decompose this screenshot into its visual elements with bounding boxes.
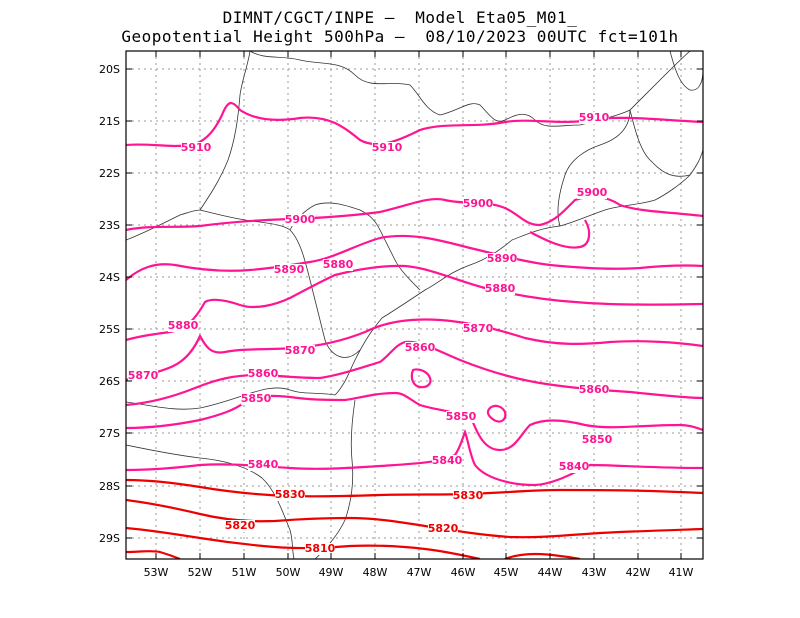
- contour-label-bg: [463, 198, 493, 210]
- lon-label: 41W: [669, 566, 694, 579]
- contour-label: 5860: [579, 383, 610, 396]
- lat-label: 21S: [99, 115, 120, 128]
- contour-lines: [126, 102, 703, 559]
- contour-label-bg: [577, 187, 607, 199]
- contour-label-bg: [128, 370, 158, 382]
- contour-label: 5830: [453, 489, 484, 502]
- contour-label-bg: [275, 489, 305, 501]
- contour-label-bg: [168, 320, 198, 332]
- contour-label: 5820: [225, 519, 256, 532]
- contour-label-bg: [274, 264, 304, 276]
- lon-label: 42W: [626, 566, 651, 579]
- contour-label-bg: [248, 459, 278, 471]
- contour-label: 5850: [446, 410, 477, 423]
- contour-label: 5840: [559, 460, 590, 473]
- contour-label: 5900: [285, 213, 316, 226]
- contour-label-bg: [487, 253, 517, 265]
- contour-label: 5890: [487, 252, 518, 265]
- contour-label: 5820: [428, 522, 459, 535]
- contour-label-bg: [582, 434, 612, 446]
- lon-label: 52W: [188, 566, 213, 579]
- map-title-line-2: Geopotential Height 500hPa – 08/10/2023 …: [121, 27, 679, 46]
- lat-label: 29S: [99, 532, 120, 545]
- longitude-labels: 53W 52W 51W 50W 49W 48W 47W 46W 45W 44W 43W 42W 41W: [144, 566, 694, 579]
- contour-label: 5840: [432, 454, 463, 467]
- lon-label: 44W: [538, 566, 563, 579]
- contour-label-bg: [432, 455, 462, 467]
- lat-label: 26S: [99, 375, 120, 388]
- lat-label: 20S: [99, 63, 120, 76]
- lat-label: 28S: [99, 480, 120, 493]
- contour-label: 5840: [248, 458, 279, 471]
- contour-labels: 5910 5910 5910 5900 5900 5900 5890 5890 5880 5880…: [128, 111, 613, 555]
- contour-label: 5810: [305, 542, 336, 555]
- contour-label: 5850: [241, 392, 272, 405]
- contour-label-bg: [285, 345, 315, 357]
- contour-label: 5870: [463, 322, 494, 335]
- contour-label: 5830: [275, 488, 306, 501]
- contour-label-bg: [372, 142, 402, 154]
- contour-label-bg: [305, 543, 335, 555]
- contour-label: 5870: [285, 344, 316, 357]
- contour-label-bg: [428, 523, 458, 535]
- contour-label-bg: [225, 520, 255, 532]
- contour-label: 5880: [323, 258, 354, 271]
- contour-label-bg: [248, 368, 278, 380]
- lon-label: 47W: [407, 566, 432, 579]
- map-title-line-1: DIMNT/CGCT/INPE – Model Eta05_M01_: [222, 8, 578, 27]
- contour-label: 5850: [582, 433, 613, 446]
- contour-label: 5860: [405, 341, 436, 354]
- contour-label: 5890: [274, 263, 305, 276]
- contour-label: 5870: [128, 369, 159, 382]
- contour-label-bg: [485, 283, 515, 295]
- contour-label-bg: [463, 323, 493, 335]
- lon-label: 46W: [451, 566, 476, 579]
- axis-ticks: [126, 51, 703, 559]
- lon-label: 50W: [276, 566, 301, 579]
- contour-label: 5910: [372, 141, 403, 154]
- contour-label-bg: [559, 461, 589, 473]
- coastline-and-borders: [126, 51, 703, 559]
- contour-label-bg: [446, 411, 476, 423]
- lon-label: 43W: [582, 566, 607, 579]
- lon-label: 51W: [232, 566, 257, 579]
- latitude-labels: 20S 21S 22S 23S 24S 25S 26S 27S 28S 29S: [99, 63, 120, 545]
- contour-label: 5880: [485, 282, 516, 295]
- map-frame: [125, 50, 704, 560]
- lat-label: 23S: [99, 219, 120, 232]
- contour-label-bg: [579, 112, 609, 124]
- contour-label: 5900: [577, 186, 608, 199]
- lon-label: 49W: [319, 566, 344, 579]
- lon-label: 53W: [144, 566, 169, 579]
- contour-label-bg: [323, 259, 353, 271]
- lon-label: 48W: [363, 566, 388, 579]
- lat-label: 25S: [99, 323, 120, 336]
- lat-label: 24S: [99, 271, 120, 284]
- lat-label: 27S: [99, 427, 120, 440]
- contour-label-bg: [285, 214, 315, 226]
- lat-label: 22S: [99, 167, 120, 180]
- contour-label-bg: [181, 142, 211, 154]
- contour-label-bg: [241, 393, 271, 405]
- contour-label: 5860: [248, 367, 279, 380]
- contour-label-bg: [453, 490, 483, 502]
- contour-label-bg: [405, 342, 435, 354]
- contour-label: 5900: [463, 197, 494, 210]
- lon-label: 45W: [494, 566, 519, 579]
- contour-label: 5910: [181, 141, 212, 154]
- contour-label: 5880: [168, 319, 199, 332]
- contour-label-bg: [579, 384, 609, 396]
- contour-label: 5910: [579, 111, 610, 124]
